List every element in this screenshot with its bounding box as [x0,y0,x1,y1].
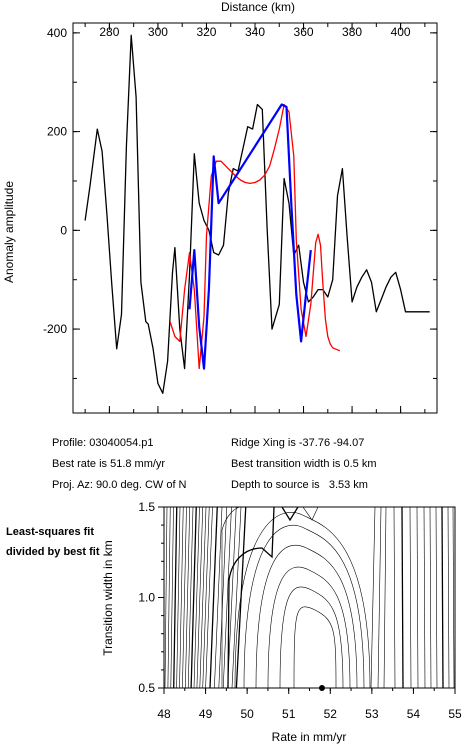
contour-line [218,507,228,688]
contour-line [255,544,358,688]
contour-line [231,507,242,688]
best-transition-text: Best transition width is 0.5 km [231,458,377,470]
bottom-x-tick-label: 49 [199,707,213,721]
bottom-x-tick-label: 53 [365,707,379,721]
contour-line [423,507,426,688]
contour-line [173,507,178,688]
bottom-x-tick-label: 51 [282,707,296,721]
top-y-tick-label: -200 [43,322,67,336]
contour-line [205,507,213,688]
contour-line [452,507,455,688]
contour-line [441,507,444,688]
contour-line [221,507,241,688]
contour-line [279,586,344,688]
contour-line [187,507,194,688]
top-x-tick-label: 320 [196,25,216,39]
top-x-axis-label: Distance (km) [221,0,295,14]
bottom-y-tick-label: 0.5 [138,681,155,695]
contour-line [176,507,181,688]
contour-line [416,507,419,688]
contour-line [267,566,351,688]
contour-line [193,507,200,688]
fit-series-line [188,103,312,370]
best-rate-text: Best rate is 51.8 mm/yr [52,458,166,470]
contour-line [196,507,204,688]
contour-line [370,507,376,688]
contour-line [167,507,171,688]
contour-line [222,507,232,688]
contour-line [409,507,412,688]
top-x-tick-label: 360 [294,25,314,39]
top-x-tick-label: 400 [391,25,411,39]
contour-line [170,507,174,688]
bottom-x-tick-label: 50 [240,707,254,721]
contour-line [447,507,450,688]
contour-line [227,507,275,688]
contour-lines [164,507,455,688]
bottom-y-tick-label: 1.5 [138,500,155,514]
ridge-xing-text: Ridge Xing is -37.76 -94.07 [231,437,365,449]
bottom-x-tick-label: 52 [324,707,338,721]
contour-line [401,507,404,688]
bottom-x-tick-label: 48 [157,707,171,721]
bottom-plot-frame [163,506,456,689]
contour-line [383,507,387,688]
contour-line [243,525,365,688]
contour-line [209,507,218,688]
contour-line [164,507,168,688]
bottom-y-axis-label: Transition width in km [101,540,115,656]
top-y-tick-label: 400 [47,26,67,40]
contour-line [235,507,247,688]
contour-line [302,507,319,521]
top-x-tick-label: 300 [148,25,168,39]
contour-line [199,507,207,688]
contour-line [185,507,191,688]
contour-line [182,507,187,688]
contour-line [377,507,382,688]
contour-line [281,507,299,522]
contour-line [293,606,337,688]
bottom-x-axis-label: Rate in mm/yr [272,730,347,744]
model-series-line [169,103,341,370]
top-x-tick-label: 280 [99,25,119,39]
contour-line [234,512,371,688]
best-fit-point [318,685,325,691]
top-y-tick-label: 0 [60,223,67,237]
contour-line [429,507,432,688]
top-plot-frame [72,22,438,414]
depth-text: Depth to source is 3.53 km [231,479,368,491]
contour-line [435,507,438,688]
contour-line [393,507,396,688]
top-y-axis-label: Anomaly amplitude [2,181,16,283]
proj-az-text: Proj. Az: 90.0 deg. CW of N [52,479,187,491]
least-squares-label: Least-squares fit divided by best fit [6,526,100,558]
contour-line [214,507,223,688]
top-x-tick-label: 380 [342,25,362,39]
bottom-x-tick-label: 55 [448,707,462,721]
bottom-y-tick-label: 1.0 [138,591,155,605]
top-x-tick-label: 340 [245,25,265,39]
contour-line [179,507,184,688]
observed-series-line [84,34,430,394]
contour-line [190,507,197,688]
contour-line [227,507,237,688]
top-y-tick-label: 200 [47,125,67,139]
profile-text: Profile: 03040054.p1 [52,437,154,449]
bottom-x-tick-label: 54 [407,707,421,721]
contour-line [202,507,210,688]
